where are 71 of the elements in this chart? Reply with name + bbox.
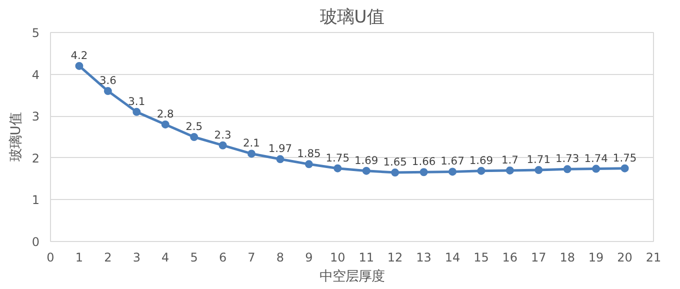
x-tick-label: 10 xyxy=(330,250,346,264)
point xyxy=(304,160,313,168)
data-label: 4.2 xyxy=(70,48,88,62)
data-label: 1.67 xyxy=(440,154,464,168)
x-tick-label: 14 xyxy=(444,250,460,264)
y-tick-label: 5 xyxy=(32,26,40,40)
data-label: 1.69 xyxy=(469,154,494,167)
x-tick-label: 13 xyxy=(416,250,432,264)
x-tick-label: 2 xyxy=(104,250,112,264)
point xyxy=(620,164,629,172)
data-label: 1.85 xyxy=(297,147,321,160)
chart-title: 玻璃U值 xyxy=(320,8,384,28)
point xyxy=(190,133,198,141)
point xyxy=(477,166,486,175)
data-label: 1.7 xyxy=(501,153,518,166)
x-tick-label: 3 xyxy=(132,250,140,264)
point xyxy=(161,120,170,128)
data-label: 3.6 xyxy=(99,74,117,88)
x-tick-label: 19 xyxy=(588,250,604,264)
data-label: 1.65 xyxy=(383,156,407,169)
x-tick-label: 21 xyxy=(646,250,662,264)
point xyxy=(391,168,400,177)
x-tick-label: 20 xyxy=(617,250,632,264)
data-label: 2.5 xyxy=(186,120,203,133)
data-label: 3.1 xyxy=(128,94,146,108)
data-label: 2.1 xyxy=(243,136,260,150)
point xyxy=(592,164,600,173)
x-axis-title: 中空层厚度 xyxy=(320,268,384,284)
x-tick-label: 9 xyxy=(305,250,313,264)
y-tick-label: 4 xyxy=(32,68,40,82)
point xyxy=(276,155,284,164)
y-tick-label: 0 xyxy=(32,235,40,249)
x-tick-label: 6 xyxy=(218,250,227,264)
x-tick-label: 17 xyxy=(531,250,546,264)
y-tick-label: 1 xyxy=(32,193,40,208)
x-tick-label: 1 xyxy=(75,250,84,264)
data-label: 2.3 xyxy=(214,128,232,142)
data-label: 1.69 xyxy=(354,154,378,167)
data-label: 1.66 xyxy=(412,155,436,168)
x-tick-label: 7 xyxy=(248,250,256,264)
point xyxy=(506,166,514,174)
point xyxy=(563,165,572,174)
point xyxy=(132,108,141,116)
x-tick-label: 8 xyxy=(276,250,284,264)
point xyxy=(75,62,84,70)
point xyxy=(534,166,543,174)
point xyxy=(362,166,370,175)
x-tick-label: 18 xyxy=(560,250,576,264)
x-tick-label: 11 xyxy=(358,250,374,264)
data-label: 1.75 xyxy=(612,151,637,164)
data-label: 1.97 xyxy=(268,142,292,156)
x-tick-label: 12 xyxy=(387,250,403,264)
data-label: 2.8 xyxy=(156,107,174,120)
y-axis-title: 玻璃U值 xyxy=(8,112,24,162)
point xyxy=(334,164,342,172)
x-tick-label: 0 xyxy=(46,250,54,264)
y-tick-label: 2 xyxy=(32,151,40,166)
data-label: 1.75 xyxy=(326,151,350,164)
x-tick-label: 15 xyxy=(474,250,489,264)
point xyxy=(420,168,428,176)
data-label: 1.73 xyxy=(555,152,580,166)
y-tick-label: 3 xyxy=(32,110,40,124)
point xyxy=(248,150,256,158)
x-tick-label: 16 xyxy=(502,250,518,264)
point xyxy=(104,87,112,96)
data-label: 1.74 xyxy=(584,152,608,165)
x-tick-label: 4 xyxy=(162,250,170,264)
data-label: 1.71 xyxy=(526,153,551,166)
x-tick-label: 5 xyxy=(190,250,198,264)
point xyxy=(448,168,456,176)
point xyxy=(218,141,227,150)
